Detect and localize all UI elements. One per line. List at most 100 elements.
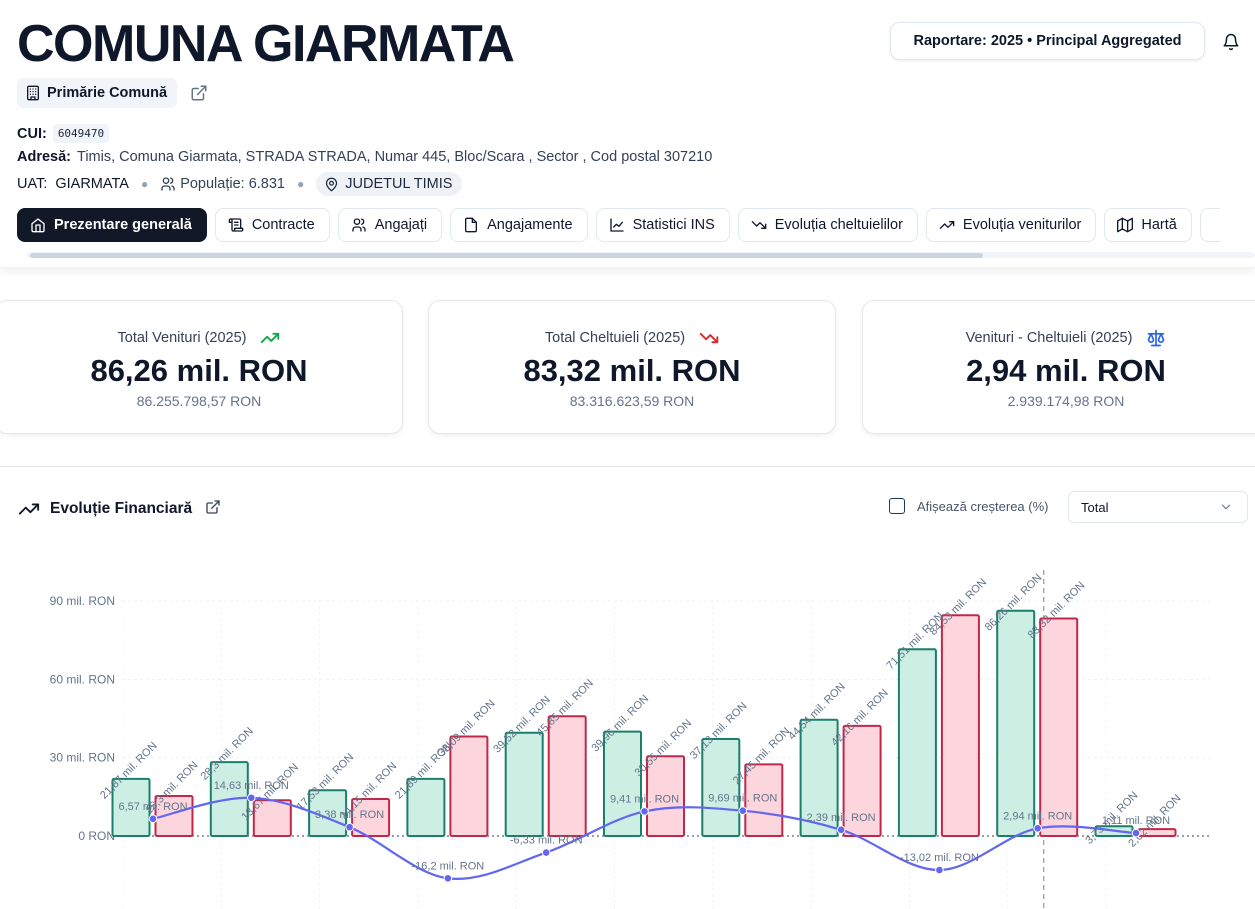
card-label: Total Cheltuieli (2025) bbox=[544, 330, 686, 346]
card-total-income: Total Venituri (2025) 86,26 mil. RON 86.… bbox=[0, 300, 403, 434]
line-chart-icon bbox=[609, 218, 624, 232]
growth-toggle-label: Afișează creșterea (%) bbox=[917, 498, 1049, 514]
chart-section-title: Evoluție Financiară bbox=[18, 498, 192, 520]
scroll-icon bbox=[228, 218, 244, 232]
tab-employees[interactable]: Angajați bbox=[337, 208, 443, 242]
income-bar bbox=[111, 777, 151, 838]
tab-scrollbar-thumb[interactable] bbox=[30, 253, 983, 258]
y-tick-label: 90 mil. RON bbox=[50, 594, 115, 608]
uat-label: UAT: bbox=[17, 176, 48, 192]
balance-point bbox=[935, 865, 944, 875]
uat-value: GIARMATA bbox=[55, 176, 129, 192]
y-tick-label: 60 mil. RON bbox=[50, 672, 115, 686]
trending-up-icon bbox=[939, 221, 955, 229]
income-bar bbox=[308, 789, 348, 838]
county-badge[interactable]: JUDETUL TIMIS bbox=[316, 172, 463, 196]
external-link-icon[interactable] bbox=[205, 499, 221, 515]
balance-data-label: 9,69 mil. RON bbox=[708, 793, 777, 805]
map-icon bbox=[1117, 217, 1134, 233]
card-label: Total Venituri (2025) bbox=[117, 330, 247, 346]
chevron-down-icon bbox=[1221, 504, 1231, 510]
entity-type-badge: Primărie Comună bbox=[17, 78, 178, 108]
tab-income-evolution[interactable]: Evoluția veniturilor bbox=[925, 208, 1097, 242]
tab-label: Contracte bbox=[251, 217, 315, 233]
tab-label: Hartă bbox=[1141, 217, 1177, 233]
trending-down-icon bbox=[699, 332, 719, 344]
tab-label: Angajați bbox=[374, 217, 428, 233]
card-value: 86,26 mil. RON bbox=[90, 353, 308, 388]
bell-icon[interactable] bbox=[1222, 33, 1240, 51]
tab-bar: Prezentare generală Contracte Angajați A… bbox=[17, 208, 1220, 242]
select-value: Total bbox=[1081, 499, 1109, 515]
balance-point bbox=[541, 848, 551, 857]
balance-data-label: 2,39 mil. RON bbox=[807, 812, 876, 824]
expense-bar bbox=[646, 755, 685, 838]
address-value: Timis, Comuna Giarmata, STRADA STRADA, N… bbox=[77, 149, 713, 165]
card-value: 83,32 mil. RON bbox=[523, 353, 741, 388]
tab-label: Evoluția cheltuielilor bbox=[774, 217, 903, 233]
chart-type-select[interactable]: Total bbox=[1068, 491, 1248, 523]
income-bar bbox=[996, 609, 1036, 838]
balance-data-label: 9,41 mil. RON bbox=[610, 793, 679, 805]
card-exact-value: 83.316.623,59 RON bbox=[569, 393, 695, 409]
balance-point bbox=[640, 807, 649, 816]
county-label: JUDETUL TIMIS bbox=[345, 176, 453, 192]
tab-expense-evolution[interactable]: Evoluția cheltuielilor bbox=[737, 208, 918, 242]
balance-point bbox=[247, 793, 256, 803]
tab-label: Angajamente bbox=[487, 217, 573, 233]
page-title: COMUNA GIARMATA bbox=[17, 15, 515, 73]
balance-point bbox=[738, 806, 748, 815]
cui-row: CUI: 6049470 bbox=[17, 124, 110, 143]
separator-dot: ● bbox=[297, 177, 305, 191]
tab-overflow-next[interactable] bbox=[1199, 208, 1220, 242]
balance-data-label: -6,33 mil. RON bbox=[510, 835, 583, 847]
growth-toggle[interactable]: Afișează creșterea (%) bbox=[889, 498, 1049, 514]
balance-data-label: 6,57 mil. RON bbox=[118, 801, 187, 813]
external-link-icon[interactable] bbox=[190, 84, 208, 102]
expense-bar bbox=[940, 614, 980, 837]
balance-point bbox=[148, 814, 158, 824]
trending-up-icon bbox=[261, 332, 280, 344]
file-icon bbox=[465, 217, 478, 233]
income-bar bbox=[406, 777, 446, 837]
balance-point bbox=[443, 874, 453, 883]
balance-point bbox=[345, 822, 354, 832]
card-value: 2,94 mil. RON bbox=[966, 353, 1166, 388]
tab-label: Evoluția veniturilor bbox=[962, 217, 1082, 233]
growth-checkbox[interactable] bbox=[889, 498, 905, 514]
card-label-row: Total Venituri (2025) bbox=[0, 328, 402, 348]
balance-data-label: 1,11 mil. RON bbox=[1102, 815, 1170, 827]
entity-type-label: Primărie Comună bbox=[47, 85, 168, 101]
scale-icon bbox=[1148, 329, 1165, 347]
tab-commitments[interactable]: Angajamente bbox=[450, 208, 588, 242]
balance-data-label: -13,02 mil. RON bbox=[900, 852, 979, 864]
reporting-period-button[interactable]: Raportare: 2025 • Principal Aggregated bbox=[890, 22, 1205, 60]
balance-data-label: 3,38 mil. RON bbox=[315, 809, 384, 821]
card-exact-value: 2.939.174,98 RON bbox=[1007, 393, 1125, 409]
address-row: Adresă: Timis, Comuna Giarmata, STRADA S… bbox=[17, 149, 712, 165]
expense-bar bbox=[351, 798, 391, 837]
tab-contracts[interactable]: Contracte bbox=[214, 208, 330, 242]
expense-bar bbox=[547, 715, 587, 837]
chart-title-text: Evoluție Financiară bbox=[50, 500, 193, 517]
card-total-expenses: Total Cheltuieli (2025) 83,32 mil. RON 8… bbox=[428, 300, 836, 434]
y-tick-label: 0 RON bbox=[78, 829, 115, 843]
tab-map[interactable]: Hartă bbox=[1104, 208, 1192, 242]
population-value: Populație: 6.831 bbox=[180, 176, 285, 192]
balance-point bbox=[836, 825, 846, 835]
map-pin-icon bbox=[326, 177, 338, 191]
tab-overview[interactable]: Prezentare generală bbox=[17, 208, 207, 242]
expense-bar bbox=[449, 735, 489, 837]
tab-label: Statistici INS bbox=[632, 217, 715, 233]
balance-data-label: -16,2 mil. RON bbox=[412, 860, 485, 872]
building-icon bbox=[27, 85, 39, 101]
balance-data-label: 2,94 mil. RON bbox=[1003, 810, 1072, 822]
entity-header: COMUNA GIARMATA Raportare: 2025 • Princi… bbox=[0, 0, 1255, 268]
section-divider bbox=[0, 466, 1255, 467]
uat-row: UAT: GIARMATA ● Populație: 6.831 ● JUDET… bbox=[17, 172, 463, 196]
tab-ins-statistics[interactable]: Statistici INS bbox=[595, 208, 730, 242]
address-label: Adresă: bbox=[17, 149, 71, 165]
balance-point bbox=[1131, 828, 1141, 838]
balance-data-label: 14,63 mil. RON bbox=[214, 780, 289, 792]
